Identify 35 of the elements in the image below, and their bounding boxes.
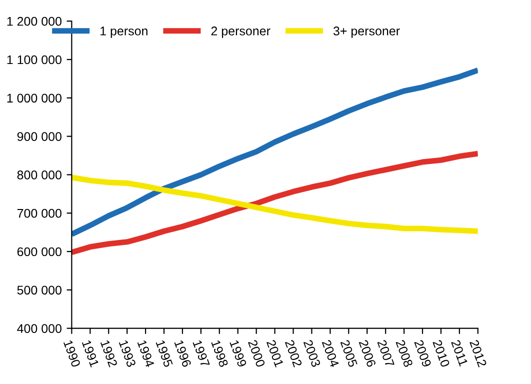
x-tick-label: 1995 xyxy=(156,340,174,368)
x-tick-label: 2006 xyxy=(358,339,376,368)
y-tick-label: 600 000 xyxy=(17,247,62,256)
y-tick-label: 1 100 000 xyxy=(7,55,62,64)
x-tick-label: 2008 xyxy=(396,339,414,368)
x-tick-label: 1992 xyxy=(100,340,118,368)
x-tick-label: 1999 xyxy=(230,340,247,368)
x-tick-label: 1993 xyxy=(118,340,136,368)
x-tick-label: 2001 xyxy=(266,339,284,368)
y-tick-label: 500 000 xyxy=(17,286,62,295)
y-tick-label: 1 200 000 xyxy=(7,16,62,26)
y-tick-label: 400 000 xyxy=(17,324,62,333)
x-tick-label: 2002 xyxy=(284,339,302,368)
x-tick-label: 2010 xyxy=(432,339,450,368)
x-tick-label: 1996 xyxy=(174,340,192,368)
legend-label: 1 person xyxy=(100,26,148,38)
y-tick-label: 700 000 xyxy=(17,208,62,218)
y-tick-label: 1 000 000 xyxy=(7,94,62,103)
x-tick-label: 2011 xyxy=(451,339,468,367)
x-tick-label: 2009 xyxy=(414,339,432,368)
x-tick-label: 1998 xyxy=(211,340,228,368)
y-tick-label: 900 000 xyxy=(17,132,62,141)
x-tick-label: 2012 xyxy=(469,339,487,368)
x-tick-label: 1991 xyxy=(82,340,100,368)
x-tick-label: 2007 xyxy=(377,339,395,368)
x-tick-label: 1990 xyxy=(63,340,81,368)
x-tick-label: 1994 xyxy=(137,340,155,368)
x-tick-label: 2005 xyxy=(340,339,358,368)
x-tick-label: 1997 xyxy=(192,340,210,368)
x-tick-label: 2003 xyxy=(303,339,321,368)
legend-label: 3+ personer xyxy=(333,26,400,38)
legend-label: 2 personer xyxy=(211,26,270,38)
x-tick-label: 2000 xyxy=(248,339,266,368)
y-tick-label: 800 000 xyxy=(17,170,62,180)
x-tick-label: 2004 xyxy=(322,339,340,368)
